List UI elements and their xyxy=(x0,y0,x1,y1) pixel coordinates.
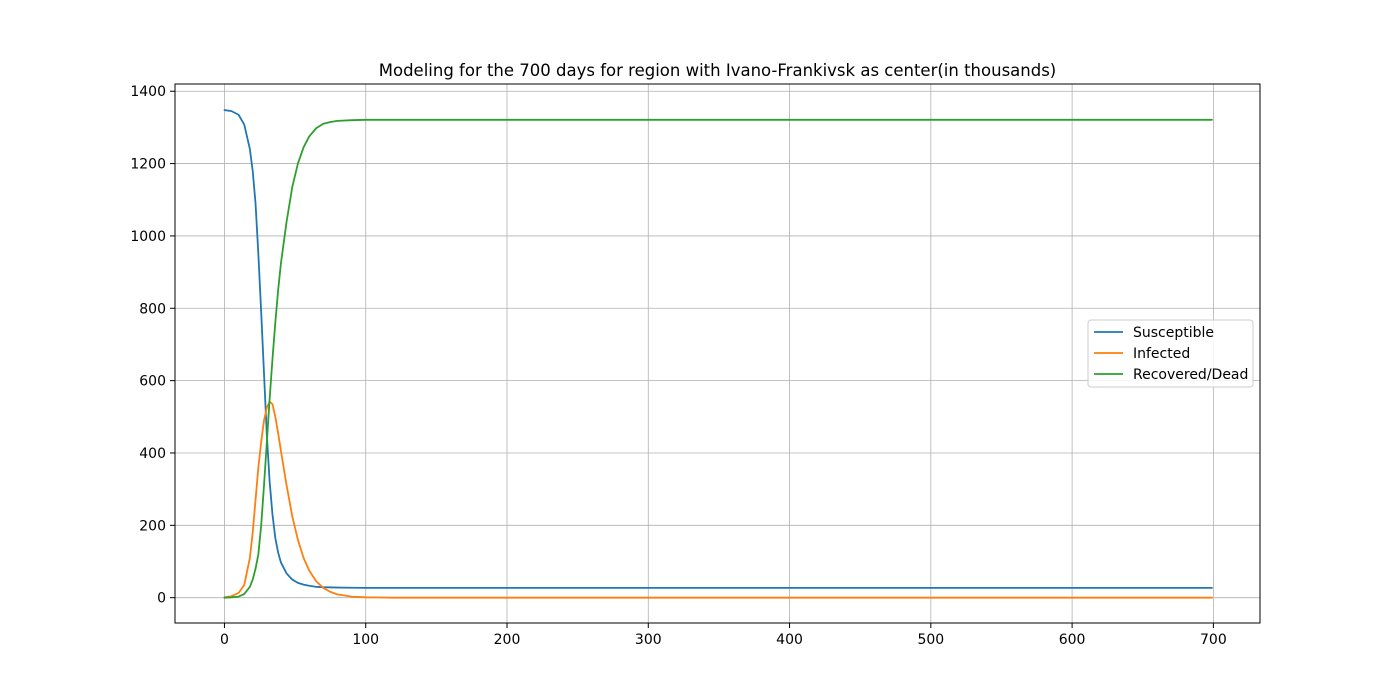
axis-ticks: 0 100 200 300 400 500 600 700 0 200 400 600 800 1000 1… xyxy=(130,84,1226,648)
series-line-infected xyxy=(223,400,1213,599)
x-tick-label: 500 xyxy=(917,632,944,648)
legend-label-recovered-dead: Recovered/Dead xyxy=(1133,367,1248,383)
x-tick-label: 600 xyxy=(1059,632,1086,648)
x-tick-label: 200 xyxy=(494,632,521,648)
y-tick-label: 200 xyxy=(139,518,166,534)
y-tick-label: 0 xyxy=(157,591,166,607)
x-tick-label: 700 xyxy=(1200,632,1227,648)
legend-label-infected: Infected xyxy=(1133,346,1190,362)
x-tick-label: 300 xyxy=(635,632,662,648)
legend: Susceptible Infected Recovered/Dead xyxy=(1087,319,1254,388)
x-tick-label: 0 xyxy=(220,632,229,648)
y-tick-label: 1200 xyxy=(130,157,166,173)
chart-title: Modeling for the 700 days for region wit… xyxy=(379,61,1057,80)
y-tick-label: 400 xyxy=(139,446,166,462)
x-tick-label: 400 xyxy=(776,632,803,648)
legend-label-susceptible: Susceptible xyxy=(1133,325,1214,341)
series-line-recovered-dead xyxy=(223,118,1213,599)
y-tick-label: 600 xyxy=(139,374,166,390)
y-tick-label: 1000 xyxy=(130,229,166,245)
series-line-susceptible xyxy=(223,109,1213,589)
x-tick-label: 100 xyxy=(352,632,379,648)
plot-lines xyxy=(223,109,1213,599)
plot-area-frame xyxy=(174,83,1261,624)
y-tick-label: 1400 xyxy=(130,84,166,100)
legend-box xyxy=(1087,319,1254,388)
y-tick-label: 800 xyxy=(139,301,166,317)
